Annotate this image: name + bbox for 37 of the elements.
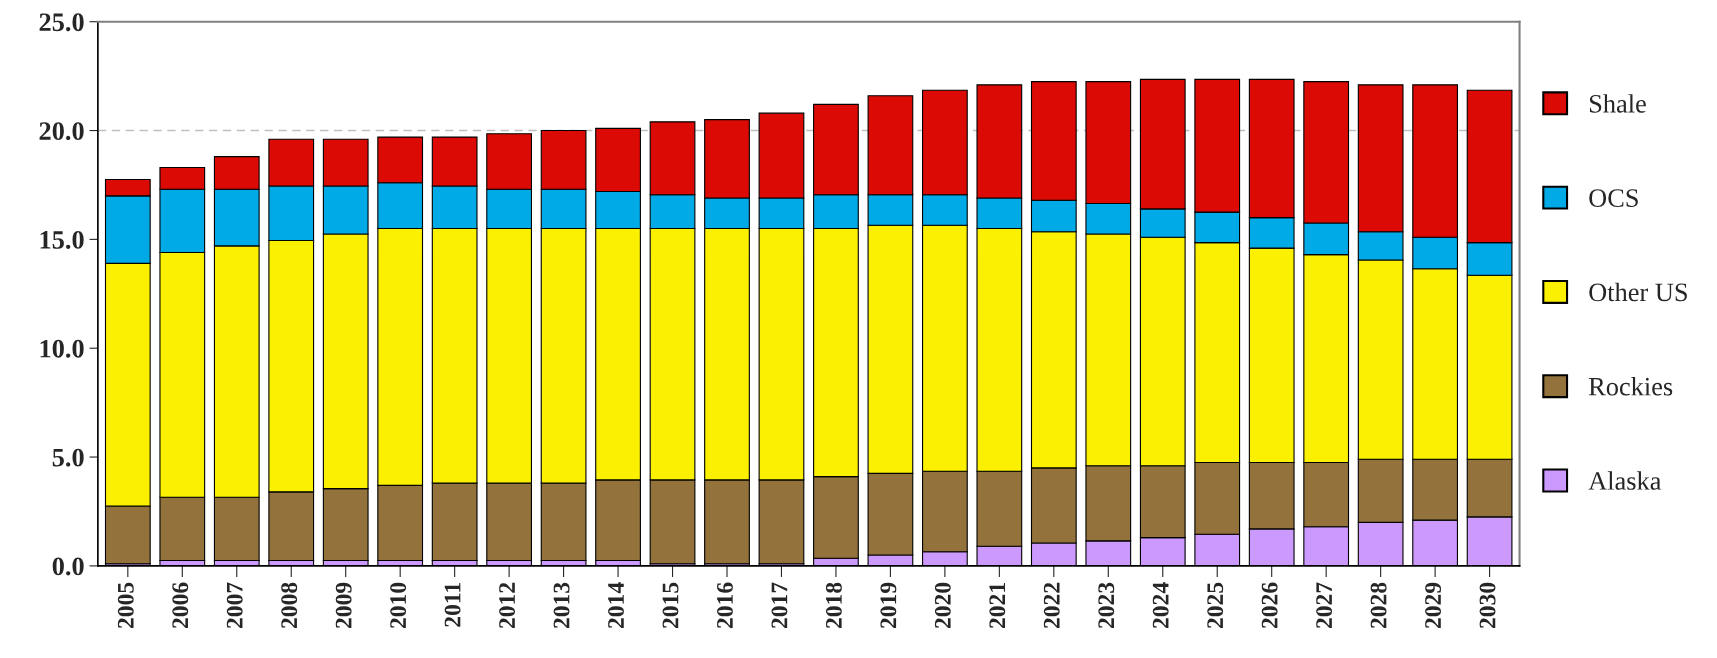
x-tick-label: 2018: [825, 582, 842, 629]
x-tick-label: 2006: [172, 582, 189, 629]
y-tick-label: 0.0: [52, 557, 84, 576]
x-tick-label: 2008: [281, 582, 298, 629]
legend-label: Rockies: [1588, 376, 1673, 396]
x-tick-label: 2009: [335, 582, 352, 629]
x-tick-label: 2015: [662, 582, 679, 629]
legend-label: Shale: [1589, 94, 1646, 113]
x-tick-label: 2028: [1370, 582, 1387, 629]
y-tick-label: 20.0: [39, 122, 84, 141]
x-tick-label: 2024: [1152, 582, 1169, 629]
x-tick-label: 2029: [1425, 582, 1442, 629]
y-tick-label: 10.0: [40, 339, 84, 358]
legend-label: OCS: [1589, 189, 1638, 207]
x-tick-label: 2021: [989, 583, 1006, 629]
x-tick-label: 2013: [553, 582, 570, 629]
x-tick-label: 2026: [1261, 582, 1278, 629]
x-tick-label: 2011: [444, 583, 461, 627]
x-tick-label: 2010: [390, 582, 407, 629]
x-tick-label: 2014: [608, 582, 624, 629]
x-tick-label: 2012: [499, 582, 516, 629]
x-tick-label: 2016: [716, 582, 733, 629]
x-tick-label: 2023: [1098, 582, 1115, 629]
x-tick-label: 2017: [771, 582, 788, 629]
x-tick-label: 2007: [226, 582, 243, 629]
x-tick-label: 2025: [1207, 582, 1224, 629]
legend-label: Other US: [1589, 282, 1687, 302]
y-tick-label: 25.0: [39, 13, 84, 32]
x-tick-label: 2005: [117, 582, 134, 629]
x-tick-label: 2020: [934, 582, 951, 629]
x-tick-label: 2027: [1316, 582, 1333, 629]
legend-label: Alaska: [1588, 471, 1662, 490]
y-tick-label: 5.0: [52, 448, 84, 467]
x-tick-label: 2022: [1043, 582, 1060, 629]
x-tick-label: 2030: [1479, 582, 1496, 629]
x-tick-label: 2019: [880, 582, 897, 629]
y-tick-label: 15.0: [40, 230, 84, 249]
